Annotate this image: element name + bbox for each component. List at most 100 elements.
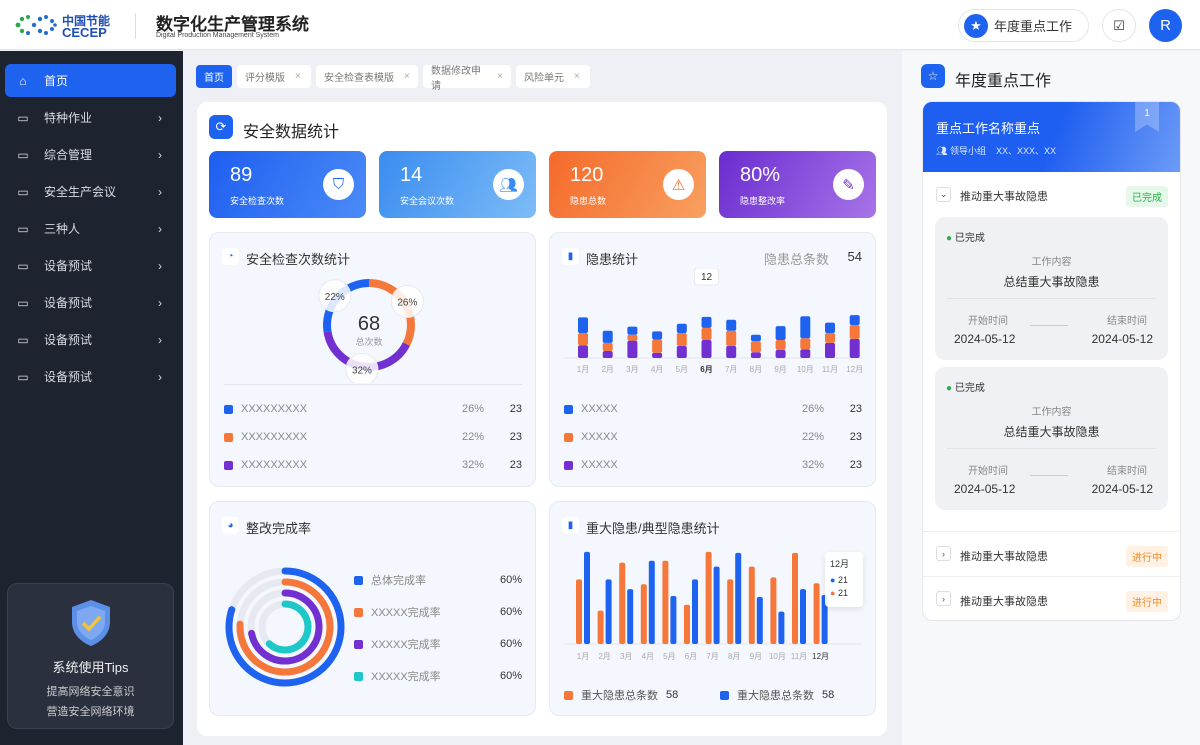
inbox-icon: ▭ xyxy=(17,184,29,199)
close-icon[interactable]: × xyxy=(404,71,410,82)
end-date: 2024-05-12 xyxy=(1091,482,1153,496)
tab-label: 风险单元 xyxy=(524,73,564,84)
sidebar-item-label: 设备预试 xyxy=(44,259,93,273)
content-label: 工作内容 xyxy=(1031,407,1072,418)
shield-icon: ⛉ xyxy=(323,169,354,200)
legend-item: 总体完成率 60% xyxy=(354,572,522,588)
x-tick-label: 6月 xyxy=(700,365,712,374)
sub-status: ● 已完成 xyxy=(946,379,985,394)
chevron-right-icon: › xyxy=(158,332,162,347)
sidebar-item[interactable]: ▭ 设备预试 › xyxy=(5,286,176,319)
app-subtitle: Digital Production Management System xyxy=(156,32,279,39)
key-work-button[interactable]: ★ 年度重点工作 xyxy=(958,9,1089,42)
tab[interactable]: 风险单元 × xyxy=(516,65,590,88)
sidebar-item[interactable]: ▭ 特种作业 › xyxy=(5,101,176,134)
chevron-right-icon: › xyxy=(158,110,162,125)
legend-percent: 22% xyxy=(461,431,484,443)
sidebar-item[interactable]: ▭ 综合管理 › xyxy=(5,138,176,171)
expand-toggle[interactable]: › xyxy=(936,591,951,606)
sidebar-item[interactable]: ▭ 三种人 › xyxy=(5,212,176,245)
legend-swatch xyxy=(224,460,233,470)
content-value: 总结重大事故隐患 xyxy=(1003,425,1100,439)
bar xyxy=(584,551,590,644)
group-icon: 👥︎ xyxy=(936,146,950,156)
section-title: 安全数据统计 xyxy=(243,124,340,141)
legend-count: 23 xyxy=(509,459,522,471)
legend-item: XXXXX完成率 60% xyxy=(354,636,522,652)
tab[interactable]: 评分模版 × xyxy=(237,65,311,88)
close-icon[interactable]: × xyxy=(497,71,503,82)
legend-item: XXXXXXXXX 26% 23 xyxy=(224,401,522,417)
bar-segment xyxy=(775,326,786,341)
tab-label: 评分模版 xyxy=(245,73,285,84)
legend-item: XXXXX 32% 23 xyxy=(564,457,862,473)
bar-segment xyxy=(800,338,811,350)
kpi-value: 80% xyxy=(740,164,781,186)
legend-count: 23 xyxy=(849,403,862,415)
tab[interactable]: 安全检查表模版 × xyxy=(316,65,418,88)
bar-segment xyxy=(775,340,786,350)
bar-segment xyxy=(849,324,860,339)
work-name: 重点工作名称重点 xyxy=(936,121,1041,136)
close-icon[interactable]: × xyxy=(574,71,580,82)
tips-title: 系统使用Tips xyxy=(52,660,129,675)
inbox-icon: ▭ xyxy=(17,295,29,310)
chevron-right-icon: › xyxy=(158,221,162,236)
divider xyxy=(224,384,522,385)
logo-text-en: CECEP xyxy=(62,25,107,40)
key-work-label: 年度重点工作 xyxy=(994,19,1073,34)
bar xyxy=(692,579,698,644)
bar xyxy=(813,583,820,644)
tips-line-2: 营造安全网络环境 xyxy=(46,706,135,718)
donut-icon: ◔ xyxy=(222,248,239,265)
status-badge: 已完成 xyxy=(1126,186,1168,207)
kpi-card: 120 隐患总数 ⚠ xyxy=(549,151,706,218)
radial-bar-chart xyxy=(225,567,345,687)
legend-item: XXXXX完成率 60% xyxy=(354,604,522,620)
bar-segment xyxy=(602,351,613,358)
center-label: 总次数 xyxy=(355,336,382,347)
bar-segment xyxy=(627,334,638,341)
work-sub-item: ● 已完成 工作内容 总结重大事故隐患 开始时间 结束时间 2024-05-12 2024-… xyxy=(935,217,1168,360)
collapse-toggle[interactable]: ⌄ xyxy=(936,187,951,202)
bar-segment xyxy=(750,341,761,353)
clipboard-check-button[interactable]: ☑ xyxy=(1102,9,1136,42)
bar-chart-icon: ▮ xyxy=(562,248,579,265)
end-label: 结束时间 xyxy=(1107,316,1147,327)
sidebar-item[interactable]: ⌂ 首页 xyxy=(5,64,176,97)
kpi-value: 120 xyxy=(570,164,604,186)
bar-segment xyxy=(849,338,860,358)
close-icon[interactable]: × xyxy=(295,71,301,82)
legend-count: 23 xyxy=(849,431,862,443)
x-tick-label: 5月 xyxy=(676,365,688,374)
end-label: 结束时间 xyxy=(1107,466,1147,477)
sidebar-item-label: 安全生产会议 xyxy=(44,185,117,199)
people-icon: 👥︎ xyxy=(493,169,524,200)
bar xyxy=(756,596,763,644)
expand-toggle[interactable]: › xyxy=(936,546,951,561)
tab[interactable]: 首页 xyxy=(196,65,232,88)
slice-label: 22% xyxy=(325,292,345,303)
bar-segment xyxy=(602,342,613,352)
tab[interactable]: 数据修改申请 × xyxy=(423,65,511,92)
bar-segment xyxy=(602,330,613,343)
bar-segment xyxy=(775,349,786,358)
bar-segment xyxy=(750,334,761,342)
avatar[interactable]: R xyxy=(1149,9,1182,42)
work-item-title: 推动重大事故隐患 xyxy=(960,596,1048,608)
legend-item: 重大隐患总条数 58 xyxy=(720,687,870,703)
sidebar-item[interactable]: ▭ 设备预试 › xyxy=(5,323,176,356)
pie-icon: ◕ xyxy=(222,517,239,534)
sidebar-item[interactable]: ▭ 设备预试 › xyxy=(5,360,176,393)
sidebar-item[interactable]: ▭ 设备预试 › xyxy=(5,249,176,282)
sidebar-item[interactable]: ▭ 安全生产会议 › xyxy=(5,175,176,208)
date-separator xyxy=(1030,475,1068,476)
legend-item: XXXXX完成率 60% xyxy=(354,668,522,684)
work-item-title: 推动重大事故隐患 xyxy=(960,551,1048,563)
legend-label: 总体完成率 xyxy=(371,575,426,587)
x-tick-label: 12月 xyxy=(812,652,829,661)
total-value: 54 xyxy=(847,249,862,264)
bar-segment xyxy=(800,316,811,339)
refresh-icon: ⟳ xyxy=(209,115,233,139)
